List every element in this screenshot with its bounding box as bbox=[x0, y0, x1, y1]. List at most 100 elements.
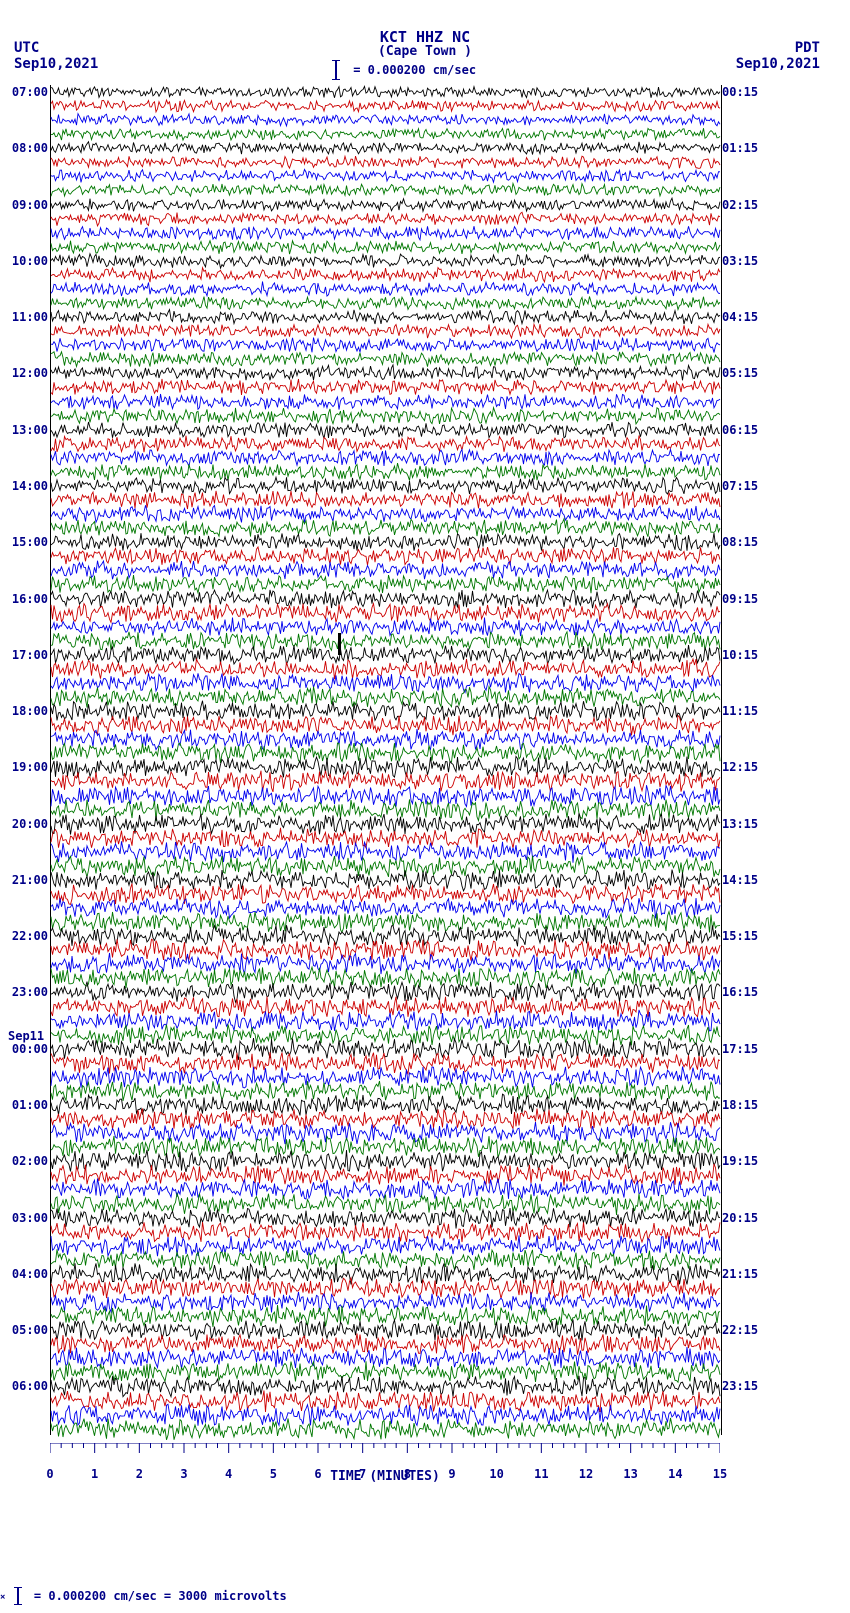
seismic-trace bbox=[51, 493, 721, 507]
seismic-trace bbox=[51, 113, 721, 127]
utc-hour-label: 13:00 bbox=[0, 423, 48, 437]
pdt-hour-label: 18:15 bbox=[722, 1098, 758, 1112]
seismic-trace bbox=[51, 803, 721, 817]
seismic-trace bbox=[51, 1197, 721, 1211]
seismic-event-spike bbox=[338, 633, 341, 655]
pdt-hour-label: 09:15 bbox=[722, 592, 758, 606]
seismic-trace bbox=[51, 620, 721, 634]
seismic-trace bbox=[51, 1126, 721, 1140]
seismic-trace bbox=[51, 169, 721, 183]
pdt-hour-label: 10:15 bbox=[722, 648, 758, 662]
seismic-trace bbox=[51, 662, 721, 676]
pdt-hour-label: 21:15 bbox=[722, 1267, 758, 1281]
pdt-hour-label: 17:15 bbox=[722, 1042, 758, 1056]
utc-hour-label: 12:00 bbox=[0, 366, 48, 380]
seismic-trace bbox=[51, 338, 721, 352]
seismic-trace bbox=[51, 817, 721, 831]
seismic-trace bbox=[51, 774, 721, 788]
pdt-hour-label: 19:15 bbox=[722, 1154, 758, 1168]
seismic-trace bbox=[51, 1211, 721, 1225]
utc-hour-label: 02:00 bbox=[0, 1154, 48, 1168]
utc-hour-label: 15:00 bbox=[0, 535, 48, 549]
seismic-trace bbox=[51, 296, 721, 310]
seismic-trace bbox=[51, 324, 721, 338]
seismic-trace bbox=[51, 451, 721, 465]
seismic-trace bbox=[51, 1422, 721, 1436]
seismic-trace bbox=[51, 915, 721, 929]
utc-hour-label: 05:00 bbox=[0, 1323, 48, 1337]
scale-text: = 0.000200 cm/sec bbox=[353, 63, 476, 77]
utc-hour-label: 09:00 bbox=[0, 198, 48, 212]
utc-hour-label: 07:00 bbox=[0, 85, 48, 99]
utc-hour-label: 21:00 bbox=[0, 873, 48, 887]
seismic-trace bbox=[51, 127, 721, 141]
utc-hour-label: 18:00 bbox=[0, 704, 48, 718]
seismic-trace bbox=[51, 465, 721, 479]
pdt-hour-label: 12:15 bbox=[722, 760, 758, 774]
utc-hour-label: 22:00 bbox=[0, 929, 48, 943]
pdt-hour-label: 02:15 bbox=[722, 198, 758, 212]
seismic-trace bbox=[51, 535, 721, 549]
seismic-trace bbox=[51, 1351, 721, 1365]
pdt-hour-label: 04:15 bbox=[722, 310, 758, 324]
station-location: (Cape Town ) bbox=[0, 44, 850, 59]
seismic-trace bbox=[51, 268, 721, 282]
x-axis-label: TIME (MINUTES) bbox=[50, 1469, 720, 1484]
seismic-trace bbox=[51, 577, 721, 591]
seismic-trace bbox=[51, 99, 721, 113]
seismic-trace bbox=[51, 676, 721, 690]
seismic-trace bbox=[51, 690, 721, 704]
seismic-trace bbox=[51, 155, 721, 169]
seismic-trace bbox=[51, 212, 721, 226]
utc-hour-label: 00:00 bbox=[0, 1042, 48, 1056]
seismic-trace bbox=[51, 746, 721, 760]
utc-hour-label: 03:00 bbox=[0, 1211, 48, 1225]
seismic-trace bbox=[51, 1098, 721, 1112]
seismic-trace bbox=[51, 1140, 721, 1154]
seismic-trace bbox=[51, 1014, 721, 1028]
seismic-trace bbox=[51, 1408, 721, 1422]
footer-scale: × = 0.000200 cm/sec = 3000 microvolts bbox=[0, 1587, 287, 1605]
seismic-trace bbox=[51, 957, 721, 971]
utc-hour-label: 08:00 bbox=[0, 141, 48, 155]
pdt-hour-label: 03:15 bbox=[722, 254, 758, 268]
seismic-trace bbox=[51, 254, 721, 268]
seismic-trace bbox=[51, 507, 721, 521]
seismic-trace bbox=[51, 845, 721, 859]
pdt-hour-label: 01:15 bbox=[722, 141, 758, 155]
seismic-trace bbox=[51, 704, 721, 718]
seismic-trace bbox=[51, 282, 721, 296]
pdt-hour-label: 16:15 bbox=[722, 985, 758, 999]
seismic-trace bbox=[51, 831, 721, 845]
utc-hour-label: 17:00 bbox=[0, 648, 48, 662]
seismic-trace bbox=[51, 183, 721, 197]
seismic-trace bbox=[51, 549, 721, 563]
seismic-trace bbox=[51, 198, 721, 212]
header-scalebar: = 0.000200 cm/sec bbox=[330, 60, 476, 80]
seismic-trace bbox=[51, 310, 721, 324]
seismic-trace bbox=[51, 352, 721, 366]
utc-hour-label: 20:00 bbox=[0, 817, 48, 831]
utc-hour-label: 23:00 bbox=[0, 985, 48, 999]
pdt-hour-label: 14:15 bbox=[722, 873, 758, 887]
pdt-hour-label: 05:15 bbox=[722, 366, 758, 380]
seismic-trace bbox=[51, 141, 721, 155]
seismic-trace bbox=[51, 1309, 721, 1323]
seismic-trace bbox=[51, 760, 721, 774]
seismic-trace bbox=[51, 592, 721, 606]
x-axis: 0123456789101112131415 bbox=[50, 1443, 720, 1467]
pdt-hour-label: 07:15 bbox=[722, 479, 758, 493]
pdt-hour-label: 06:15 bbox=[722, 423, 758, 437]
seismic-trace bbox=[51, 1042, 721, 1056]
utc-hour-label: 19:00 bbox=[0, 760, 48, 774]
seismic-trace bbox=[51, 240, 721, 254]
utc-hour-label: 16:00 bbox=[0, 592, 48, 606]
seismic-trace bbox=[51, 634, 721, 648]
pdt-hour-label: 20:15 bbox=[722, 1211, 758, 1225]
utc-date-break: Sep11 bbox=[8, 1029, 44, 1043]
utc-hour-label: 11:00 bbox=[0, 310, 48, 324]
seismic-trace bbox=[51, 226, 721, 240]
seismic-trace bbox=[51, 1267, 721, 1281]
pdt-hour-label: 23:15 bbox=[722, 1379, 758, 1393]
seismic-trace bbox=[51, 1323, 721, 1337]
